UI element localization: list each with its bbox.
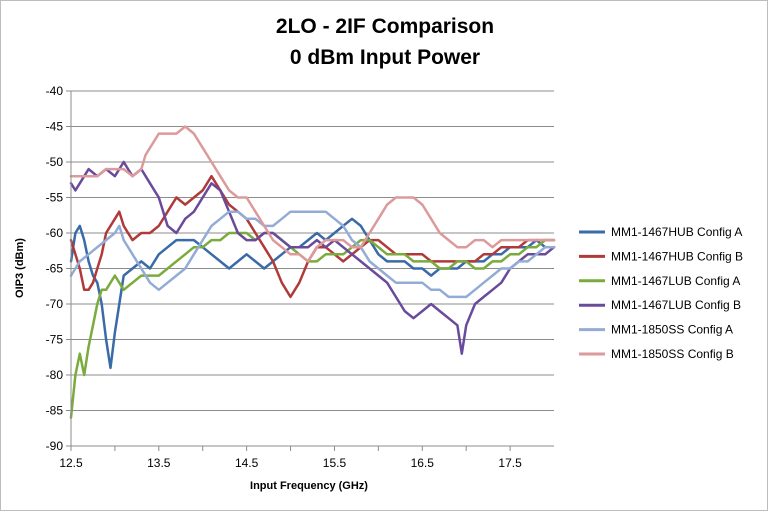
series-line-6 bbox=[69, 125, 556, 263]
legend-label: MM1-1467LUB Config B bbox=[611, 298, 741, 312]
y-tick-label: -40 bbox=[46, 84, 64, 98]
x-tick-label: 13.5 bbox=[147, 456, 171, 470]
y-tick-label: -90 bbox=[46, 439, 64, 453]
y-tick-label: -60 bbox=[46, 226, 64, 240]
y-tick-label: -50 bbox=[46, 155, 64, 169]
y-tick-label: -65 bbox=[46, 262, 64, 276]
legend: MM1-1467HUB Config A MM1-1467HUB Config B… bbox=[579, 225, 743, 361]
series-line-5 bbox=[69, 210, 556, 299]
x-tick-label: 16.5 bbox=[411, 456, 435, 470]
y-tick-label: -55 bbox=[46, 191, 64, 205]
chart-title: 2LO - 2IF Comparison bbox=[275, 15, 495, 38]
y-tick-label: -75 bbox=[46, 333, 64, 347]
series-layer bbox=[69, 125, 556, 419]
y-tick-label: -85 bbox=[46, 404, 64, 418]
legend-label: MM1-1467HUB Config B bbox=[611, 249, 743, 263]
y-tick-label: -80 bbox=[46, 368, 64, 382]
legend-label: MM1-1850SS Config A bbox=[611, 323, 733, 337]
series-line-4 bbox=[69, 160, 556, 355]
y-tick-label: -70 bbox=[46, 297, 64, 311]
x-axis-label: Input Frequency (GHz) bbox=[250, 480, 368, 492]
y-tick-label: -45 bbox=[46, 120, 64, 134]
y-axis-label: OIP3 (dBm) bbox=[14, 238, 26, 298]
axes: -40 -45 -50 -55 -60 -65 -70 -75 -80 -85 -90 12.5 13.… bbox=[46, 84, 554, 470]
legend-label: MM1-1467HUB Config A bbox=[611, 225, 742, 239]
chart-subtitle: 0 dBm Input Power bbox=[289, 46, 481, 69]
x-tick-label: 12.5 bbox=[59, 456, 83, 470]
legend-label: MM1-1850SS Config B bbox=[611, 347, 734, 361]
legend-label: MM1-1467LUB Config A bbox=[611, 274, 740, 288]
x-tick-label: 17.5 bbox=[498, 456, 522, 470]
x-tick-label: 15.5 bbox=[323, 456, 347, 470]
x-tick-label: 14.5 bbox=[235, 456, 259, 470]
